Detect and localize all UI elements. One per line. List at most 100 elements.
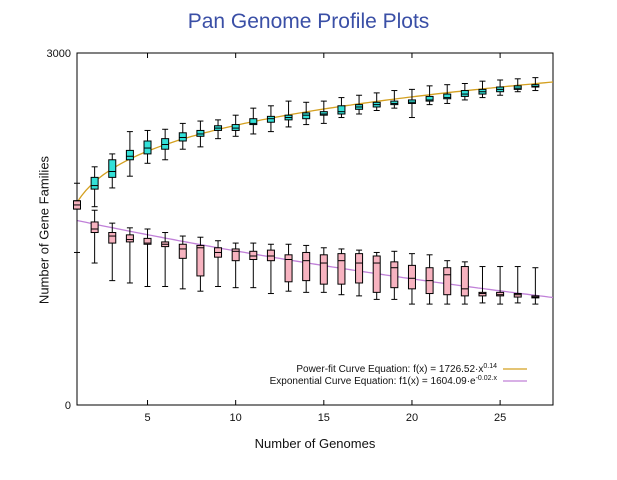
pan-box	[460, 83, 469, 101]
pan-box	[443, 84, 452, 104]
core-box	[249, 242, 258, 289]
pan-box	[125, 131, 134, 177]
core-box	[302, 244, 311, 293]
box-body	[196, 244, 205, 277]
power-fit-curve	[76, 81, 554, 203]
box-body	[143, 237, 152, 245]
core-box	[407, 253, 416, 305]
axis-ticks: 5 10 15 20 25 0 3000	[47, 48, 507, 424]
box-body	[302, 112, 311, 120]
pan-box	[214, 119, 223, 140]
box-body	[161, 138, 170, 150]
exponential-fit-curve	[76, 219, 554, 299]
pan-box	[425, 85, 434, 106]
box-body	[284, 254, 293, 283]
x-tick-label: 10	[230, 412, 242, 424]
x-tick-label: 5	[144, 412, 150, 424]
pan-box	[496, 79, 505, 96]
core-box	[443, 260, 452, 305]
pan-box	[196, 120, 205, 148]
legend-label-power: Power-fit Curve Equation: f(x) = 1726.52…	[296, 363, 497, 375]
box-body	[196, 129, 205, 137]
box-body	[407, 264, 416, 290]
core-box	[496, 266, 505, 305]
chart-title: Pan Genome Profile Plots	[187, 10, 430, 33]
pan-box	[319, 100, 328, 124]
core-box	[214, 240, 223, 287]
pan-box	[178, 122, 187, 150]
box-body	[266, 249, 275, 262]
box-body	[460, 266, 469, 297]
box-body	[337, 253, 346, 285]
core-box	[337, 248, 346, 296]
pan-box	[143, 129, 152, 164]
box-body	[231, 248, 240, 262]
box-body	[531, 84, 540, 88]
x-tick-label: 20	[406, 412, 418, 424]
box-body	[319, 111, 328, 116]
pan-box	[161, 128, 170, 161]
box-body	[178, 243, 187, 259]
core-box	[355, 249, 364, 297]
core-box	[531, 267, 540, 305]
core-box	[143, 228, 152, 287]
box-body	[125, 234, 134, 243]
box-body	[90, 221, 99, 234]
legend-label-exponential: Exponential Curve Equation: f1(x) = 1604…	[270, 375, 498, 387]
core-box	[108, 222, 117, 282]
pan-box	[513, 78, 522, 93]
pan-box	[372, 92, 381, 111]
pan-box	[337, 97, 346, 119]
box-body	[390, 100, 399, 106]
core-box	[425, 254, 434, 305]
box-body	[249, 250, 258, 261]
box-body	[143, 140, 152, 155]
core-box	[73, 182, 81, 253]
box-body	[425, 95, 434, 102]
core-box	[125, 227, 134, 284]
core-box	[284, 243, 293, 292]
box-plots	[73, 77, 540, 305]
y-tick-label: 3000	[47, 48, 71, 60]
core-box	[372, 251, 381, 300]
box-body	[443, 93, 452, 100]
pan-box	[390, 90, 399, 109]
box-body	[108, 159, 117, 178]
pan-box	[302, 101, 311, 126]
core-box	[319, 247, 328, 293]
box-body	[443, 267, 452, 296]
box-body	[108, 232, 117, 244]
box-body	[249, 118, 258, 126]
x-axis-label: Number of Genomes	[254, 436, 376, 451]
box-body	[266, 115, 275, 123]
box-body	[496, 291, 505, 297]
core-box	[513, 266, 522, 304]
pan-box	[231, 114, 240, 137]
box-body	[478, 291, 487, 297]
core-box	[231, 242, 240, 289]
core-box	[266, 243, 275, 295]
x-tick-label: 25	[494, 412, 506, 424]
box-body	[337, 105, 346, 115]
pan-box	[407, 88, 416, 119]
box-body	[513, 293, 522, 298]
y-tick-label: 0	[65, 400, 71, 412]
core-box	[161, 232, 170, 287]
pan-box	[249, 107, 258, 135]
box-body	[231, 124, 240, 131]
box-body	[460, 90, 469, 97]
pan-box	[478, 80, 487, 99]
box-body	[178, 132, 187, 142]
pan-box	[108, 153, 117, 189]
core-box	[178, 235, 187, 290]
box-body	[302, 251, 311, 282]
x-tick-label: 15	[318, 412, 330, 424]
box-body	[90, 176, 99, 190]
legend: Power-fit Curve Equation: f(x) = 1726.52…	[270, 363, 527, 387]
box-body	[125, 149, 134, 161]
box-body	[372, 255, 381, 293]
box-body	[407, 99, 416, 104]
pan-box	[90, 166, 99, 208]
core-box	[460, 261, 469, 305]
